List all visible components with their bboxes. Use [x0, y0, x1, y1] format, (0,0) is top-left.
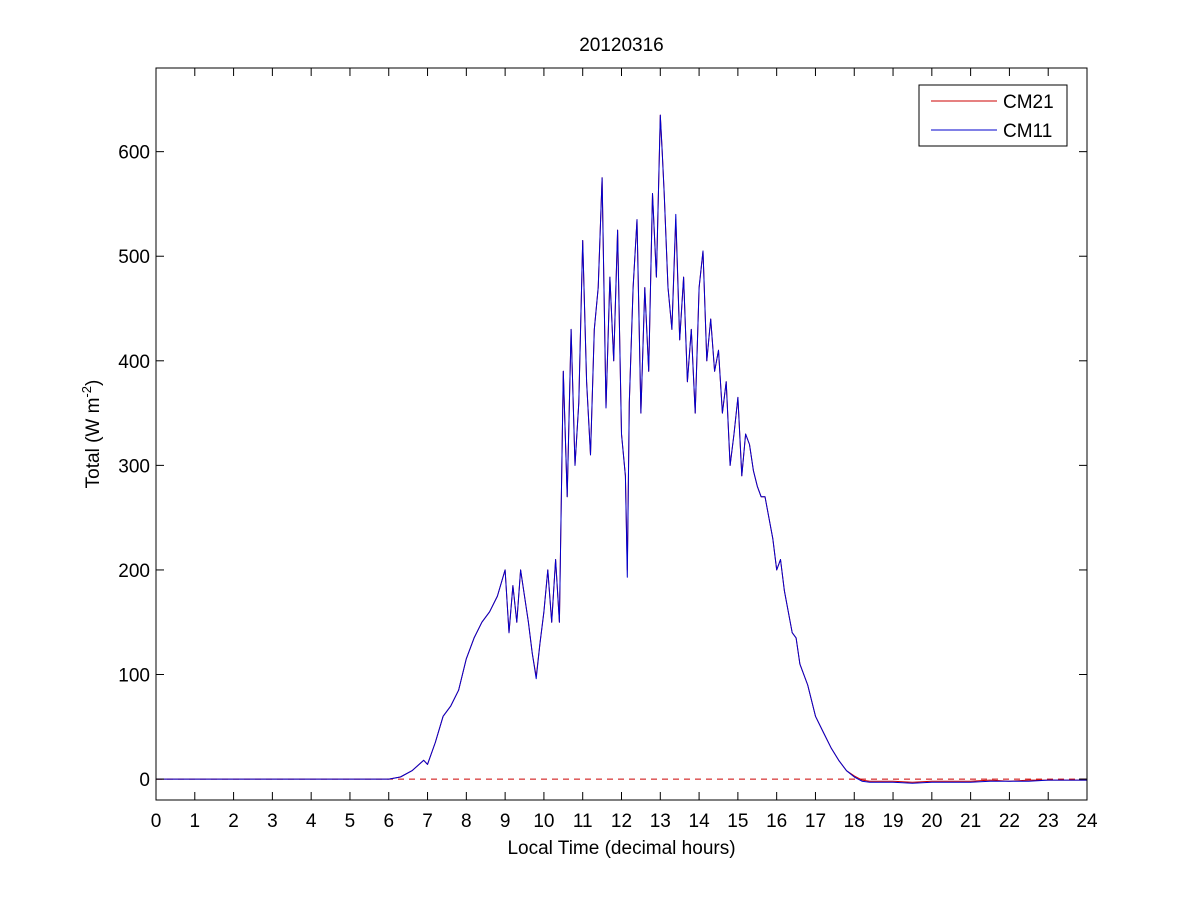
x-axis-label: Local Time (decimal hours) — [507, 838, 735, 859]
y-tick-label: 0 — [139, 770, 150, 791]
x-tick-label: 10 — [533, 811, 554, 832]
x-tick-label: 16 — [766, 811, 787, 832]
x-tick-label: 9 — [500, 811, 511, 832]
x-tick-label: 24 — [1076, 811, 1098, 832]
legend-label-cm11: CM11 — [1003, 121, 1052, 142]
x-tick-label: 12 — [611, 811, 632, 832]
x-tick-label: 2 — [228, 811, 239, 832]
y-tick-label: 400 — [118, 352, 150, 373]
x-tick-label: 13 — [650, 811, 671, 832]
x-tick-label: 5 — [345, 811, 356, 832]
series-line-cm11 — [156, 114, 1087, 784]
y-tick-label: 300 — [118, 456, 150, 477]
y-tick-label: 100 — [118, 666, 150, 687]
legend-label-cm21: CM21 — [1003, 92, 1054, 113]
x-tick-label: 14 — [689, 811, 711, 832]
x-tick-label: 11 — [573, 811, 593, 832]
x-tick-label: 23 — [1038, 811, 1059, 832]
y-tick-label: 600 — [118, 143, 150, 164]
x-tick-label: 18 — [844, 811, 865, 832]
ticks-layer: 0 1 2 3 4 5 6 7 8 9 10 11 12 13 14 15 16 17 18 19 20 21 22 23 24… — [118, 68, 1098, 832]
x-tick-label: 17 — [805, 811, 826, 832]
y-axis-label: Total (W m-2) — [79, 380, 104, 489]
x-tick-label: 20 — [921, 811, 942, 832]
chart-title: 20120316 — [579, 35, 664, 56]
y-axis-label-prefix: Total (W m — [83, 398, 104, 489]
y-tick-label: 500 — [118, 247, 150, 268]
x-tick-label: 19 — [882, 811, 903, 832]
x-tick-label: 15 — [727, 811, 748, 832]
x-tick-label: 8 — [461, 811, 472, 832]
x-tick-label: 3 — [267, 811, 278, 832]
x-tick-label: 0 — [151, 811, 162, 832]
y-axis-label-suffix: ) — [83, 380, 104, 386]
y-tick-label: 200 — [118, 561, 150, 582]
y-axis-label-superscript: -2 — [79, 386, 94, 398]
x-tick-label: 22 — [999, 811, 1020, 832]
x-tick-label: 21 — [960, 811, 981, 832]
x-tick-label: 6 — [383, 811, 394, 832]
series-line-cm21 — [156, 114, 1087, 783]
legend-box — [918, 84, 1068, 147]
x-tick-label: 4 — [306, 811, 317, 832]
x-tick-label: 1 — [190, 811, 201, 832]
series-layer — [156, 114, 1087, 784]
x-tick-label: 7 — [422, 811, 433, 832]
legend: CM21 CM11 — [918, 84, 1068, 147]
